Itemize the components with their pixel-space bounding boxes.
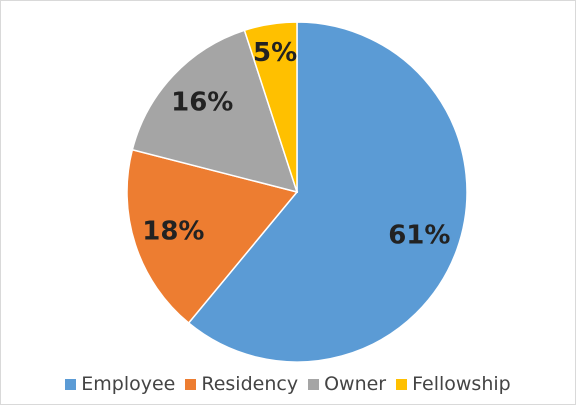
pie-slice [243,21,298,193]
legend-swatch [65,378,77,390]
legend: Employee Residency Owner Fellowship [1,373,575,395]
legend-item: Employee [65,373,175,395]
legend-label: Residency [201,373,299,395]
legend-item: Fellowship [396,373,511,395]
data-label: 16% [171,88,233,118]
legend-label: Owner [324,373,387,395]
data-label: 61% [388,221,450,251]
legend-swatch [308,378,320,390]
legend-item: Owner [308,373,386,395]
legend-swatch [396,378,408,390]
legend-item: Residency [185,373,298,395]
legend-swatch [185,378,197,390]
legend-label: Fellowship [412,373,511,395]
pie-slice [126,148,299,325]
pie-slice [131,29,299,194]
data-label: 18% [142,217,204,247]
pie-slice [187,21,468,363]
data-label: 5% [253,38,297,68]
legend-label: Employee [81,373,176,395]
